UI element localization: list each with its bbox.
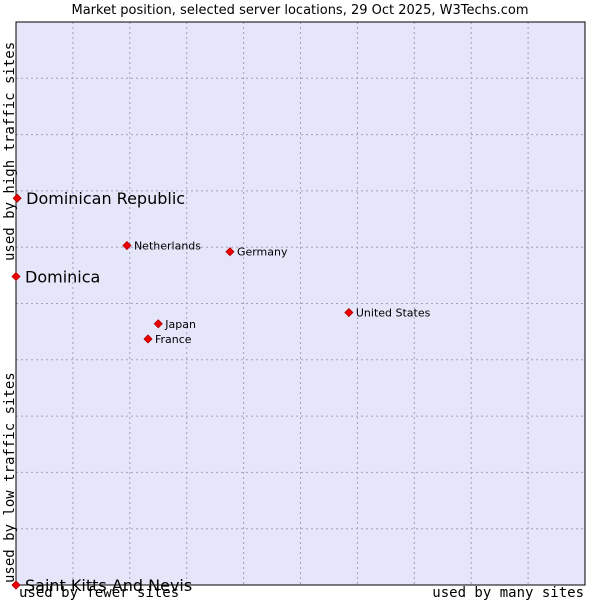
data-points: Dominican Republic Dominica Saint Kitts An… <box>11 189 431 595</box>
point-label-netherlands: Netherlands <box>134 240 201 253</box>
point-label-saint-kitts-and-nevis: Saint Kitts And Nevis <box>25 576 192 595</box>
point-label-japan: Japan <box>164 318 196 331</box>
data-point-united-states <box>344 307 354 318</box>
data-point-germany <box>225 247 235 257</box>
y-axis-high-label: used by high traffic sites <box>2 42 18 261</box>
point-label-united-states: United States <box>356 307 431 320</box>
y-axis-low-label: used by low traffic sites <box>2 372 18 583</box>
data-point-saint-kitts-and-nevis <box>11 580 21 590</box>
plot-frame <box>15 21 586 586</box>
data-point-france <box>143 334 153 344</box>
x-axis-low-label: used by fewer sites <box>19 585 179 600</box>
data-point-japan <box>153 319 163 329</box>
point-label-germany: Germany <box>237 246 288 259</box>
grid-lines <box>16 22 585 585</box>
data-point-netherlands <box>122 240 132 251</box>
x-axis-high-label: used by many sites <box>432 585 584 600</box>
chart-title: Market position, selected server locatio… <box>71 3 528 18</box>
point-label-dominica: Dominica <box>25 267 100 286</box>
point-label-france: France <box>155 333 192 346</box>
data-point-dominican-republic <box>12 193 22 203</box>
data-point-dominica <box>11 271 21 282</box>
point-label-dominican-republic: Dominican Republic <box>26 189 185 208</box>
